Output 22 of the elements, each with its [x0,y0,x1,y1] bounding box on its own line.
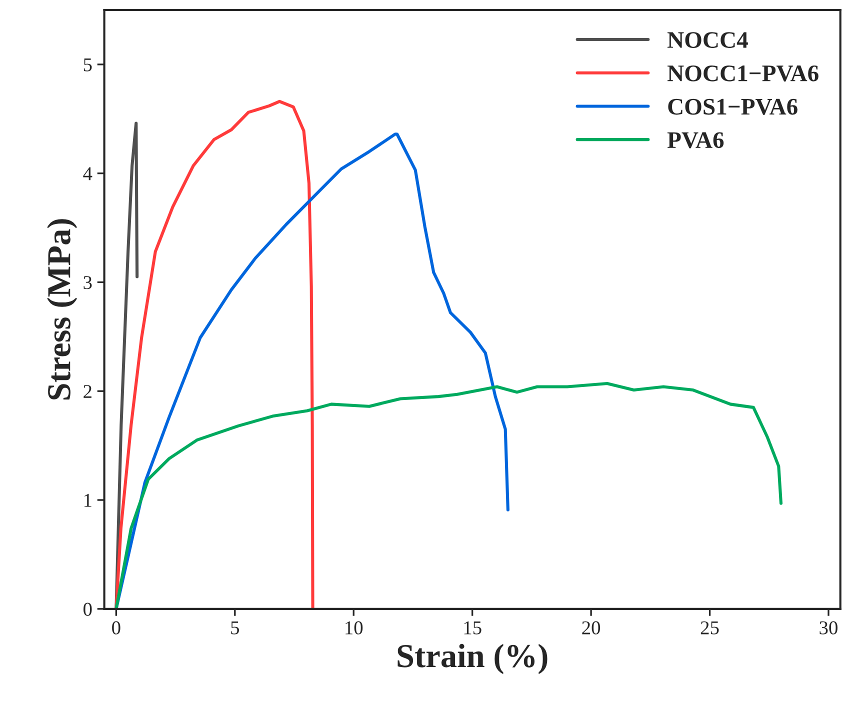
x-tick-label: 5 [231,621,239,634]
y-tick-label: 2 [84,384,92,398]
y-tick-label: 5 [84,58,92,72]
line-series [114,122,139,609]
x-axis-title: Strain (%) [398,644,548,674]
line-series [114,100,314,609]
legend-label: COS1−PVA6 [668,98,798,115]
line-series [114,382,783,609]
x-tick-label: 10 [346,621,363,634]
x-tick-label: 30 [820,621,838,634]
legend-label: NOCC4 [668,32,748,48]
y-tick-label: 0 [84,602,92,616]
y-tick-label: 4 [83,167,92,180]
legend-label: PVA6 [667,132,724,148]
x-tick-label: 15 [464,621,482,634]
y-axis-title: Stress (MPa) [46,219,78,400]
y-tick-label: 3 [84,276,92,290]
legend-label: NOCC1−PVA6 [668,65,818,82]
x-tick-label: 20 [582,621,600,634]
y-tick-label: 1 [84,494,92,507]
x-tick-label: 25 [700,621,719,634]
x-tick-label: 0 [112,621,120,634]
